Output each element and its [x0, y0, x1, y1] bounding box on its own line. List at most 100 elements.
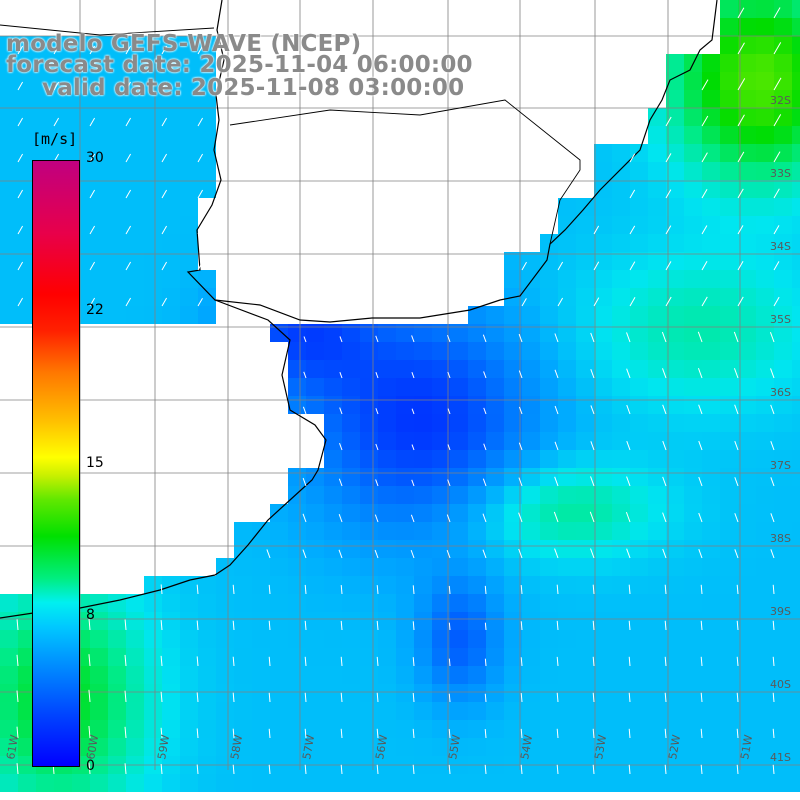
wind-cell: [234, 648, 252, 666]
wind-cell: [684, 666, 702, 684]
wind-cell: [576, 486, 594, 504]
wind-arrow: [232, 692, 235, 703]
wind-cell: [468, 504, 486, 522]
wind-cell: [630, 522, 648, 540]
wind-cell: [738, 648, 756, 666]
wind-cell: [162, 684, 180, 702]
wind-cell: [324, 540, 342, 558]
wind-cell: [522, 738, 540, 756]
wind-cell: [792, 72, 800, 90]
wind-arrow: [88, 725, 91, 739]
wind-cell: [432, 522, 450, 540]
wind-cell: [558, 576, 576, 594]
wind-cell: [522, 342, 540, 360]
wind-cell: [0, 36, 18, 54]
wind-arrow: [737, 225, 744, 235]
wind-cell: [180, 720, 198, 738]
wind-cell: [774, 414, 792, 432]
wind-cell: [630, 414, 648, 432]
wind-cell: [594, 396, 612, 414]
wind-cell: [324, 504, 342, 522]
wind-cell: [738, 666, 756, 684]
wind-cell: [198, 594, 216, 612]
wind-cell: [270, 702, 288, 720]
wind-cell: [774, 162, 792, 180]
wind-cell: [486, 738, 504, 756]
wind-cell: [666, 342, 684, 360]
wind-cell: [270, 612, 288, 630]
wind-cell: [774, 36, 792, 54]
wind-cell: [180, 702, 198, 720]
wind-cell: [18, 198, 36, 216]
wind-cell: [270, 666, 288, 684]
wind-cell: [378, 702, 396, 720]
wind-cell: [594, 450, 612, 468]
wind-cell: [90, 306, 108, 324]
wind-arrow: [16, 619, 19, 631]
wind-cell: [432, 738, 450, 756]
wind-cell: [738, 180, 756, 198]
wind-arrow: [483, 407, 487, 415]
wind-cell: [702, 90, 720, 108]
wind-cell: [18, 666, 36, 684]
wind-cell: [414, 324, 432, 342]
wind-cell: [0, 702, 18, 720]
wind-arrow: [197, 45, 204, 55]
wind-cell: [774, 18, 792, 36]
wind-cell: [522, 702, 540, 720]
wind-arrow: [628, 584, 631, 595]
wind-arrow: [197, 81, 204, 91]
wind-cell: [648, 342, 666, 360]
wind-cell: [612, 540, 630, 558]
wind-cell: [576, 450, 594, 468]
wind-cell: [396, 630, 414, 648]
wind-arrow: [160, 763, 163, 775]
wind-cell: [126, 36, 144, 54]
wind-cell: [0, 162, 18, 180]
wind-arrow: [125, 225, 132, 235]
wind-arrow: [629, 153, 636, 163]
wind-cell: [162, 270, 180, 288]
wind-cell: [684, 72, 702, 90]
wind-cell: [144, 702, 162, 720]
wind-cell: [396, 504, 414, 522]
wind-cell: [648, 702, 666, 720]
wind-cell: [702, 720, 720, 738]
wind-cell: [774, 72, 792, 90]
wind-cell: [342, 666, 360, 684]
wind-cell: [180, 576, 198, 594]
wind-cell: [792, 234, 800, 252]
wind-arrow: [662, 404, 667, 415]
wind-cell: [774, 180, 792, 198]
wind-arrow: [556, 584, 559, 595]
wind-cell: [756, 198, 774, 216]
wind-cell: [666, 288, 684, 306]
wind-arrow: [700, 728, 703, 739]
wind-cell: [162, 252, 180, 270]
wind-cell: [666, 270, 684, 288]
wind-cell: [414, 468, 432, 486]
wind-cell: [90, 684, 108, 702]
wind-cell: [378, 540, 396, 558]
wind-cell: [486, 432, 504, 450]
wind-cell: [288, 630, 306, 648]
wind-cell: [720, 684, 738, 702]
wind-cell: [108, 684, 126, 702]
wind-cell: [576, 360, 594, 378]
wind-cell: [540, 720, 558, 738]
wind-cell: [414, 666, 432, 684]
wind-arrow: [736, 728, 739, 739]
wind-cell: [648, 180, 666, 198]
wind-cell: [576, 270, 594, 288]
wind-cell: [324, 612, 342, 630]
wind-cell: [522, 774, 540, 792]
wind-arrow: [483, 371, 487, 379]
wind-cell: [414, 504, 432, 522]
wind-cell: [774, 540, 792, 558]
wind-cell: [18, 594, 36, 612]
wind-cell: [180, 252, 198, 270]
wind-cell: [216, 558, 234, 576]
wind-cell: [684, 396, 702, 414]
wind-cell: [774, 738, 792, 756]
wind-cell: [612, 234, 630, 252]
